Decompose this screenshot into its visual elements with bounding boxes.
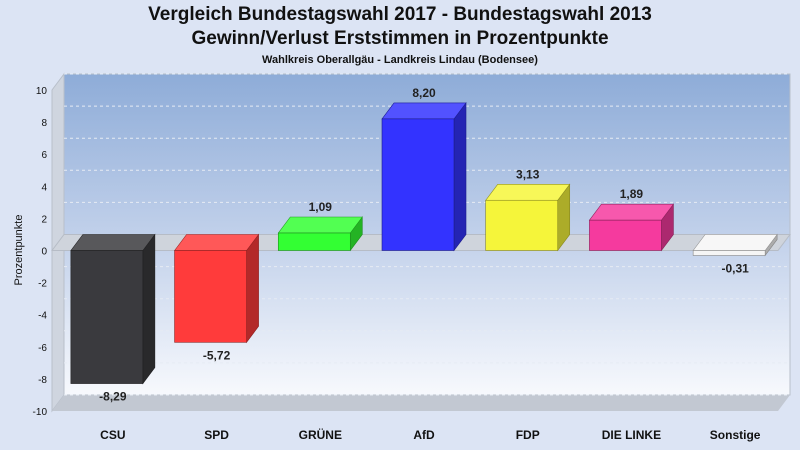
bar-top [277,216,363,234]
y-tick-label: -4 [38,311,47,322]
y-tick-label: 6 [41,150,47,161]
data-label: 1,09 [309,200,333,214]
y-tick-label: 10 [36,86,48,97]
y-tick-label: 2 [41,214,47,225]
bar-side [246,233,259,344]
data-label: -5,72 [203,348,231,362]
chart-caption: Wahlkreis Oberallgäu - Landkreis Lindau … [262,54,538,66]
chart-title: Vergleich Bundestagswahl 2017 - Bundesta… [148,4,652,25]
data-label: -0,31 [721,261,749,275]
bar-top [588,203,675,221]
y-tick-label: -10 [33,407,48,418]
bar-front [277,232,351,251]
bars: -8,29 -5,72 1,09 8,20 3,13 1,89 -0,31 [70,86,778,404]
data-label: 3,13 [516,167,540,181]
bar-top [692,234,778,251]
bar-grüne [277,216,363,252]
x-tick-label: CSU [100,428,125,442]
bar-csu [70,233,156,385]
x-tick-label: SPD [204,428,229,442]
bar-front [174,250,247,343]
y-axis-label: Prozentpunkte [13,215,25,286]
bar-spd [173,233,260,344]
x-axis: CSU SPD GRÜNE AfD FDP DIE LINKE Sonstige [100,427,761,442]
y-tick-label: -2 [38,279,47,290]
data-label: -8,29 [99,390,127,404]
bar-front [381,118,455,251]
y-tick-label: -8 [38,375,47,386]
y-tick-label: 8 [41,118,47,129]
data-label: 8,20 [412,86,436,100]
x-tick-label: Sonstige [710,428,761,442]
x-tick-label: DIE LINKE [602,428,661,442]
bar-side [142,233,156,385]
bar-fdp [485,183,571,252]
x-tick-label: FDP [516,428,540,442]
x-tick-label: AfD [413,428,435,442]
bar-front [485,199,559,251]
chart-subtitle: Gewinn/Verlust Erststimmen in Prozentpun… [191,28,609,49]
data-label: 1,89 [620,187,644,201]
y-tick-label: 0 [41,247,47,258]
bar-die-linke [588,203,675,252]
bar-front [589,219,662,251]
x-tick-label: GRÜNE [299,427,342,442]
bar-top [381,102,467,120]
bar-top [70,234,156,251]
bar-afd [381,101,467,252]
bar-front [692,250,766,256]
bar-sonstige [692,233,778,257]
bar-top [485,183,571,201]
y-tick-label: -6 [38,343,47,354]
y-tick-label: 4 [41,182,47,193]
plot-floor [52,395,790,411]
bar-side [453,101,467,252]
bar-top [173,234,260,251]
bar-front [70,250,144,384]
